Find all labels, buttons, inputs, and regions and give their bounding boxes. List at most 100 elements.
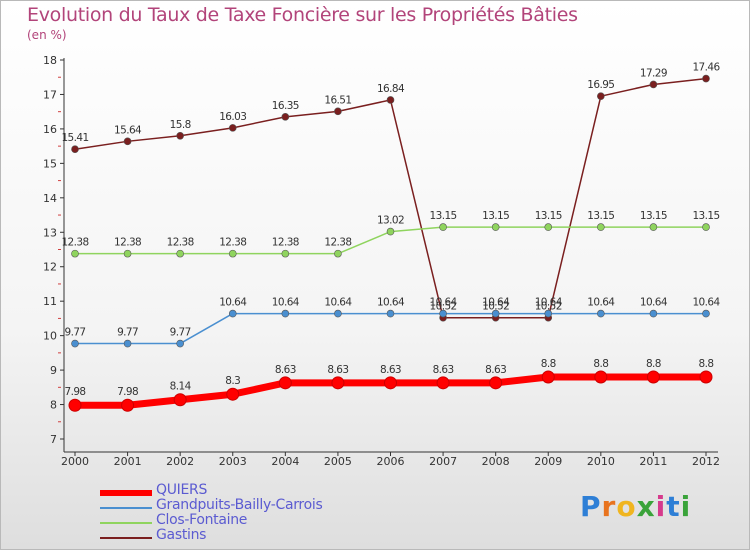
data-label: 10.64	[377, 297, 405, 309]
y-tick-label: 16	[43, 123, 57, 136]
legend-swatch	[100, 522, 152, 524]
data-label: 13.15	[482, 210, 509, 222]
x-tick-label: 2005	[324, 455, 352, 468]
data-label: 10.64	[430, 297, 458, 309]
data-label: 13.15	[640, 210, 667, 222]
data-label: 12.38	[114, 237, 141, 249]
data-label: 7.98	[65, 386, 86, 398]
data-label: 9.77	[65, 327, 86, 339]
x-tick-label: 2000	[61, 455, 89, 468]
x-tick-label: 2003	[219, 455, 247, 468]
data-point	[597, 223, 605, 231]
x-tick-label: 2012	[692, 455, 720, 468]
x-tick-label: 2007	[429, 455, 457, 468]
data-point	[702, 74, 710, 83]
data-point	[386, 227, 395, 236]
x-tick-label: 2008	[482, 455, 510, 468]
x-tick-label: 2010	[587, 455, 615, 468]
data-point	[649, 80, 658, 89]
data-point	[176, 132, 184, 140]
chart-subtitle: (en %)	[27, 28, 67, 42]
data-label: 8.63	[327, 364, 348, 376]
data-label: 16.95	[587, 79, 614, 91]
data-label: 10.64	[219, 297, 247, 309]
legend-label: Grandpuits-Bailly-Carrois	[156, 497, 323, 513]
data-label: 12.38	[272, 237, 299, 249]
y-tick-label: 14	[43, 192, 57, 205]
data-point	[489, 376, 503, 390]
data-point	[121, 398, 135, 412]
y-tick-label: 13	[43, 226, 57, 239]
data-label: 10.64	[692, 297, 720, 309]
legend-label: Clos-Fontaine	[156, 512, 248, 528]
data-label: 8.63	[433, 364, 454, 376]
data-point	[226, 387, 240, 401]
x-tick-label: 2009	[534, 455, 562, 468]
data-label: 16.35	[272, 100, 299, 112]
data-label: 12.38	[324, 237, 351, 249]
data-point	[439, 309, 447, 318]
legend-label: Gastins	[156, 527, 207, 543]
data-point	[702, 223, 710, 231]
x-tick-label: 2011	[639, 455, 667, 468]
data-point	[439, 223, 447, 231]
data-point	[702, 309, 710, 318]
data-point	[281, 309, 290, 318]
legend-swatch	[100, 537, 152, 539]
data-label: 10.52	[430, 301, 457, 313]
data-label: 16.51	[324, 94, 351, 106]
data-point	[123, 339, 132, 348]
data-point	[544, 223, 553, 231]
data-point	[176, 249, 184, 258]
logo-letter: t	[666, 490, 681, 523]
data-point	[649, 223, 658, 231]
data-label: 16.03	[219, 111, 246, 123]
data-point	[281, 113, 290, 121]
y-tick-label: 8	[50, 399, 57, 412]
data-label: 13.15	[535, 210, 562, 222]
data-point	[176, 339, 184, 348]
data-point	[334, 249, 342, 258]
data-point	[491, 223, 500, 231]
data-label: 8.63	[275, 364, 296, 376]
data-point	[123, 249, 132, 258]
data-point	[228, 124, 237, 132]
logo-letter: o	[616, 490, 637, 523]
y-tick-label: 15	[43, 157, 57, 170]
data-point	[386, 309, 395, 318]
data-point	[597, 92, 605, 100]
data-label: 10.64	[324, 297, 352, 309]
data-label: 10.52	[535, 301, 562, 313]
data-label: 10.64	[587, 297, 615, 309]
data-point	[334, 107, 342, 116]
y-tick-label: 9	[50, 364, 57, 377]
data-point	[334, 309, 342, 318]
legend-swatch	[100, 507, 152, 509]
axes: 7 8 9 10 11 12 13 14 15 16 17 18 2000 2001 2002 2003 200…	[43, 54, 720, 468]
y-tick-label: 18	[43, 54, 57, 67]
data-label: 12.38	[219, 237, 246, 249]
data-point	[123, 137, 132, 146]
data-label: 10.64	[272, 297, 300, 309]
series-layer	[68, 74, 713, 412]
logo-letter: P	[580, 490, 602, 523]
y-tick-label: 7	[50, 433, 57, 446]
data-label: 8.14	[170, 381, 192, 393]
data-point	[384, 376, 397, 390]
data-point	[544, 309, 553, 318]
data-point	[281, 249, 290, 258]
data-point	[649, 309, 658, 318]
x-tick-label: 2004	[271, 455, 299, 468]
data-label: 15.64	[114, 124, 142, 136]
data-label: 9.77	[117, 327, 138, 339]
chart-title: Evolution du Taux de Taxe Foncière sur l…	[27, 4, 578, 26]
data-label: 8.8	[646, 358, 661, 370]
data-label: 15.8	[170, 119, 191, 131]
logo-letter: i	[655, 490, 667, 523]
y-tick-label: 12	[43, 261, 57, 274]
logo-letter: i	[680, 490, 692, 523]
data-point	[594, 370, 608, 384]
data-label: 13.15	[587, 210, 614, 222]
data-label: 8.8	[699, 358, 714, 370]
data-label: 16.84	[377, 83, 405, 95]
